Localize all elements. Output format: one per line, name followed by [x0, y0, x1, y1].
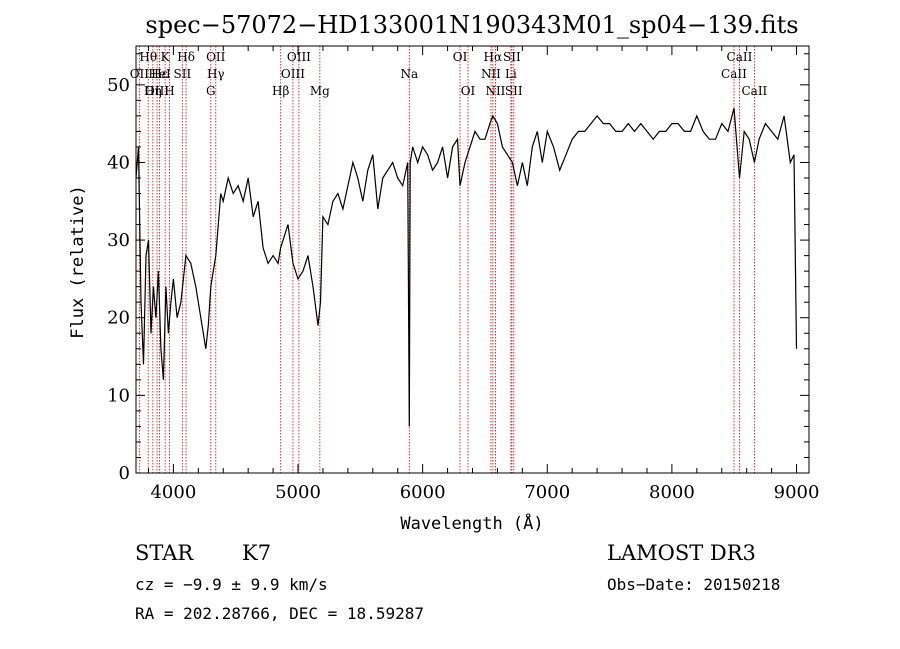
- spectrum-line: [135, 107, 798, 427]
- line-labels: Hθ OII OIII Hε K HeI Hη H Hδ SII OII Hγ G OIII OIII Hβ M…: [130, 50, 768, 98]
- plot-frame: [135, 45, 810, 474]
- y-axis-ticks: 0 10 20 30 40 50: [107, 53, 809, 484]
- spectral-line-label: SII: [174, 67, 192, 81]
- survey-name: LAMOST DR3: [607, 541, 756, 565]
- spectral-line-label: Hη: [144, 84, 162, 98]
- spectral-line-label: Na: [400, 67, 418, 81]
- x-tick-label: 4000: [150, 482, 196, 503]
- spectral-line-label: NII: [485, 84, 505, 98]
- y-tick-label: 40: [107, 152, 130, 173]
- spectral-line-label: SII: [503, 50, 521, 64]
- spectral-line-label: Hα: [484, 50, 503, 64]
- chart-title: spec−57072−HD133001N190343M01_sp04−139.f…: [145, 11, 798, 39]
- spectral-line-label: OIII: [281, 67, 305, 81]
- object-subclass: K7: [242, 541, 271, 565]
- spectral-line-label: Mg: [310, 84, 330, 98]
- spectral-line-label: G: [206, 84, 216, 98]
- y-tick-label: 10: [107, 385, 130, 406]
- x-axis-label: Wavelength (Å): [400, 512, 543, 534]
- spectral-line-label: OI: [461, 84, 476, 98]
- x-tick-label: 8000: [649, 482, 695, 503]
- spectral-line-label: NII: [481, 67, 501, 81]
- line-markers: [138, 46, 755, 473]
- spectral-line-label: OI: [453, 50, 468, 64]
- y-tick-label: 20: [107, 308, 130, 329]
- spectral-line-label: OII: [130, 67, 150, 81]
- spectral-line-label: K: [161, 50, 171, 64]
- x-tick-label: 9000: [774, 482, 820, 503]
- y-tick-label: 30: [107, 230, 130, 251]
- coordinates: RA = 202.28766, DEC = 18.59287: [135, 604, 424, 623]
- spectral-line-label: Hδ: [177, 50, 195, 64]
- spectral-line-label: SII: [505, 84, 523, 98]
- spectral-line-label: Li: [505, 67, 517, 81]
- spectral-line-label: Hθ: [139, 50, 157, 64]
- object-class: STAR: [135, 541, 194, 565]
- spectral-line-label: CaII: [727, 50, 753, 64]
- x-tick-label: 5000: [275, 482, 321, 503]
- spectral-line-label: OIII: [145, 84, 169, 98]
- spectral-line-label: CaII: [741, 84, 767, 98]
- y-tick-label: 50: [107, 75, 130, 96]
- x-tick-label: 6000: [400, 482, 446, 503]
- spectral-line-label: Hβ: [272, 84, 289, 98]
- spectral-line-label: OII: [206, 50, 226, 64]
- x-tick-label: 7000: [524, 482, 570, 503]
- spectral-line-label: Hε: [151, 67, 168, 81]
- y-axis-label: Flux (relative): [68, 185, 88, 339]
- obs-date: Obs−Date: 20150218: [607, 575, 780, 594]
- x-axis-ticks: 4000 5000 6000 7000 8000 9000: [147, 46, 820, 503]
- spectral-line-label: CaII: [721, 67, 747, 81]
- spectral-line-label: HeI: [148, 67, 171, 81]
- y-tick-label: 0: [119, 463, 130, 484]
- redshift-cz: cz = −9.9 ± 9.9 km/s: [135, 575, 328, 594]
- spectral-line-label: H: [164, 84, 174, 98]
- spectral-line-label: Hγ: [207, 67, 225, 81]
- spectral-line-label: OIII: [287, 50, 311, 64]
